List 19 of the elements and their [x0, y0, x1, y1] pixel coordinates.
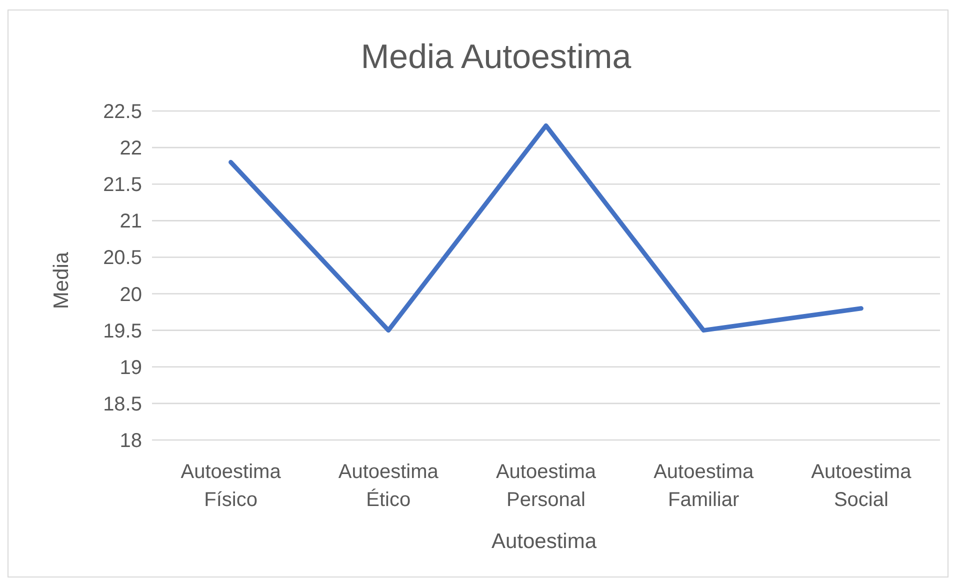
y-tick-label: 22.5: [103, 101, 142, 123]
y-axis-title: Media: [50, 252, 73, 310]
y-tick-label: 19.5: [103, 320, 142, 342]
x-tick-label: Autoestima Ético: [338, 461, 440, 511]
y-tick-label: 20: [120, 284, 142, 306]
y-tick-label: 21: [120, 210, 142, 233]
y-tick-label: 20.5: [103, 247, 142, 270]
y-tick-label: 19: [120, 356, 142, 379]
x-tick-label: Autoestima Personal: [496, 461, 597, 511]
chart-title: Media Autoestima: [360, 38, 632, 76]
y-tick-label: 21.5: [103, 174, 142, 196]
x-tick-label: Autoestima Social: [811, 461, 912, 511]
x-tick-label: Autoestima Físico: [180, 461, 282, 511]
x-axis-title: Autoestima: [491, 530, 597, 553]
x-tick-label: Autoestima Familiar: [654, 461, 754, 511]
y-tick-label: 18.5: [103, 393, 142, 416]
y-tick-label: 18: [120, 430, 142, 452]
y-tick-label: 22: [120, 138, 142, 160]
line-series: [228, 123, 864, 333]
